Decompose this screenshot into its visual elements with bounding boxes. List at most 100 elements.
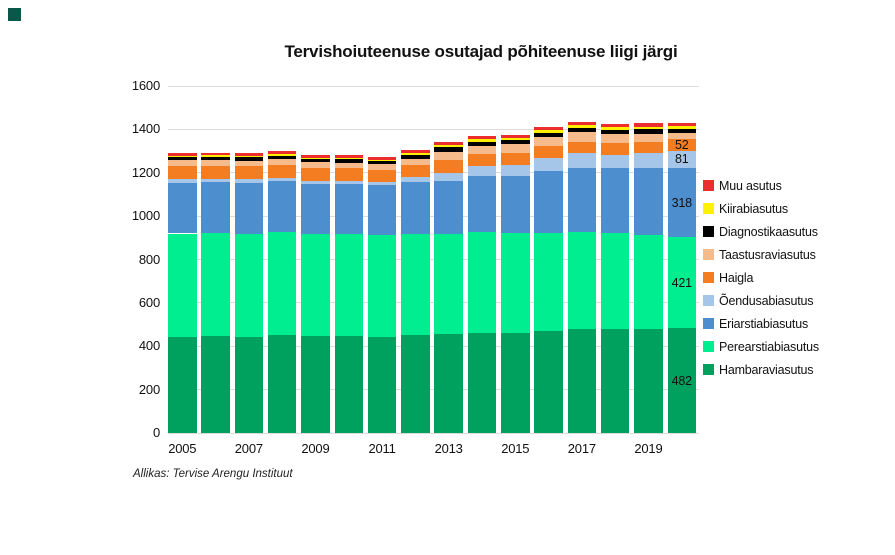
legend-color-chip [703, 318, 714, 329]
bar-segment-Muu asutus [401, 150, 430, 154]
bar-2006 [201, 86, 230, 433]
bar-segment-Hambaraviasutus [168, 336, 197, 433]
x-axis-tick-label: 2009 [301, 441, 330, 456]
bar-segment-Kiirabiasutus [401, 153, 430, 156]
bar-segment-Hambaraviasutus [467, 333, 497, 433]
y-axis-tick-label: 1600 [131, 78, 160, 93]
bar-segment-Diagnostikaasutus [201, 156, 230, 160]
bar-segment-Hambaraviasutus [667, 328, 696, 433]
gridline [168, 345, 699, 347]
bar-segment-Perearstiabiasutus [234, 233, 264, 338]
bar-segment-Diagnostikaasutus [567, 127, 597, 133]
bar-segment-Haigla [168, 166, 197, 180]
gridline [168, 432, 699, 434]
bar-segment-Muu asutus [434, 141, 463, 146]
bar-segment-Eriarstiabiasutus [301, 183, 330, 234]
bar-segment-Muu asutus [334, 155, 363, 159]
bar-value-label: 52 [674, 137, 689, 152]
legend-item: Haigla [703, 266, 819, 289]
source-note: Allikas: Tervise Arengu Instituut [133, 468, 293, 480]
bar-segment-Taastusraviasutus [234, 160, 264, 167]
bar-2018 [600, 86, 630, 433]
corner-marker [8, 8, 21, 21]
bar-segment-Taastusraviasutus [600, 134, 630, 143]
bar-segment-Õendusabiasutus [501, 164, 530, 176]
x-axis-tick-label: 2019 [634, 441, 663, 456]
bar-segment-Eriarstiabiasutus [667, 168, 696, 238]
bar-segment-Haigla [201, 165, 230, 179]
bar-segment-Haigla [301, 167, 330, 181]
bar-segment-Kiirabiasutus [634, 126, 663, 130]
bar-segment-Perearstiabiasutus [600, 233, 630, 329]
bar-segment-Õendusabiasutus [201, 178, 230, 182]
bar-segment-Taastusraviasutus [434, 151, 463, 160]
bar-segment-Diagnostikaasutus [301, 159, 330, 163]
bar-2009 [301, 86, 330, 433]
bar-segment-Eriarstiabiasutus [267, 181, 297, 233]
y-axis-tick-label: 600 [138, 294, 160, 310]
y-axis-tick-label: 200 [138, 381, 160, 397]
bar-segment-Perearstiabiasutus [567, 231, 597, 329]
y-axis-tick-label: 1200 [131, 164, 160, 180]
bar-segment-Diagnostikaasutus [501, 140, 530, 145]
bar-segment-Eriarstiabiasutus [467, 176, 497, 233]
legend-color-chip [703, 226, 714, 237]
bar-segment-Diagnostikaasutus [367, 161, 397, 165]
bar-2013 [434, 86, 463, 433]
bar-segment-Perearstiabiasutus [334, 234, 363, 337]
bar-2017 [567, 86, 597, 433]
bar-segment-Perearstiabiasutus [301, 233, 330, 336]
legend-item-label: Hambaraviasutus [719, 362, 814, 377]
bar-segment-Taastusraviasutus [567, 132, 597, 142]
bar-segment-Perearstiabiasutus [401, 234, 430, 336]
bar-segment-Diagnostikaasutus [401, 155, 430, 159]
bar-segment-Eriarstiabiasutus [401, 182, 430, 235]
bar-segment-Eriarstiabiasutus [334, 183, 363, 235]
bar-segment-Taastusraviasutus [534, 137, 563, 147]
bar-segment-Haigla [267, 165, 297, 178]
bar-segment-Muu asutus [600, 123, 630, 128]
legend-item: Muu asutus [703, 174, 819, 197]
x-axis-tick-label: 2011 [368, 441, 396, 456]
bar-segment-Perearstiabiasutus [267, 232, 297, 335]
bar-segment-Kiirabiasutus [301, 157, 330, 160]
bar-segment-Muu asutus [467, 136, 497, 140]
bar-segment-Kiirabiasutus [234, 156, 264, 158]
gridline [168, 259, 699, 260]
bar-segment-Diagnostikaasutus [534, 132, 563, 138]
bar-segment-Diagnostikaasutus [334, 159, 363, 163]
bar-segment-Kiirabiasutus [367, 159, 397, 162]
bar-segment-Õendusabiasutus [534, 158, 563, 172]
bar-segment-Taastusraviasutus [201, 159, 230, 166]
legend-item-label: Kiirabiasutus [719, 201, 788, 216]
bar-segment-Taastusraviasutus [168, 160, 197, 167]
bar-value-label: 318 [671, 195, 692, 210]
bar-segment-Hambaraviasutus [201, 336, 230, 433]
bar-segment-Eriarstiabiasutus [367, 185, 397, 236]
bar-segment-Õendusabiasutus [301, 180, 330, 184]
bar-segment-Hambaraviasutus [301, 335, 330, 433]
bar-segment-Haigla [367, 169, 397, 182]
bar-segment-Eriarstiabiasutus [168, 182, 197, 234]
bar-segment-Diagnostikaasutus [667, 128, 696, 133]
bar-segment-Hambaraviasutus [234, 337, 264, 433]
bar-segment-Eriarstiabiasutus [434, 181, 463, 235]
bar-segment-Perearstiabiasutus [201, 232, 230, 337]
bar-segment-Muu asutus [234, 153, 264, 157]
bar-segment-Haigla [434, 159, 463, 173]
bar-segment-Taastusraviasutus [367, 164, 397, 170]
bar-segment-Hambaraviasutus [567, 328, 597, 433]
bar-segment-Eriarstiabiasutus [201, 181, 230, 233]
bar-segment-Eriarstiabiasutus [234, 182, 264, 234]
bar-segment-Perearstiabiasutus [434, 234, 463, 334]
bar-segment-Kiirabiasutus [267, 154, 297, 156]
gridline [168, 172, 699, 174]
bar-2008 [267, 86, 297, 433]
bar-segment-Perearstiabiasutus [168, 233, 197, 337]
bar-segment-Muu asutus [168, 153, 197, 156]
gridline [168, 85, 699, 87]
bar-segment-Kiirabiasutus [501, 137, 530, 141]
bar-2014 [467, 86, 497, 433]
bar-2011 [367, 86, 397, 433]
